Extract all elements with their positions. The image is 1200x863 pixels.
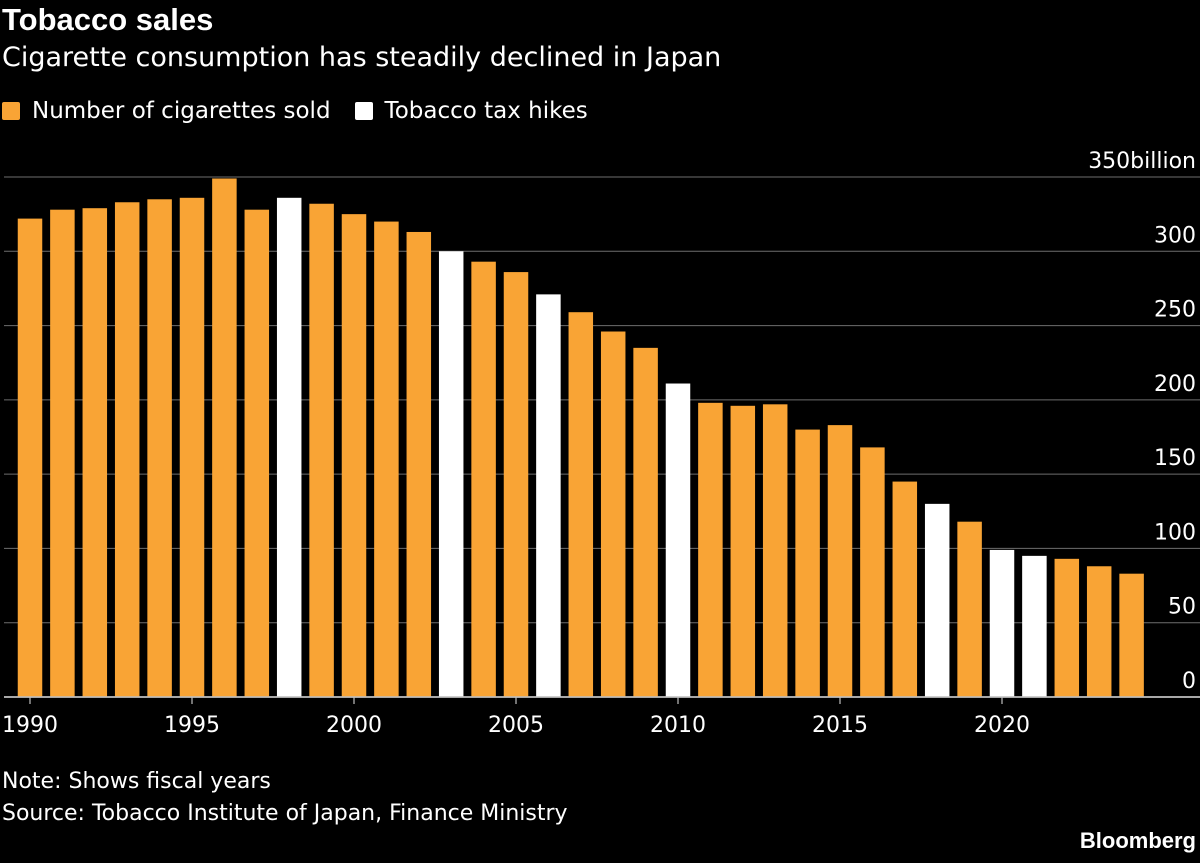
bar-cigarettes-sold-2017 <box>892 481 918 697</box>
bar-cigarettes-sold-1991 <box>50 209 75 697</box>
bar-cigarettes-sold-2009 <box>633 347 658 697</box>
bar-tax-hike-2003 <box>438 251 464 697</box>
x-tick-label: 2015 <box>812 713 868 738</box>
bar-cigarettes-sold-2005 <box>503 272 529 697</box>
bar-cigarettes-sold-2015 <box>827 425 853 697</box>
x-tick-label: 1990 <box>2 713 58 738</box>
y-tick-label: 350billion <box>1088 149 1196 174</box>
bar-cigarettes-sold-2011 <box>698 402 723 697</box>
bar-cigarettes-sold-1995 <box>179 197 205 698</box>
bar-chart: 0 50 100 150 200 250 300 350billion 1990 1995 2000… <box>2 149 1200 738</box>
legend-label-tax-hikes: Tobacco tax hikes <box>384 98 588 124</box>
chart-title: Tobacco sales <box>2 2 214 37</box>
bar-cigarettes-sold-2022 <box>1054 558 1080 697</box>
y-tick-label: 100 <box>1154 520 1196 545</box>
x-tick-label: 1995 <box>164 713 220 738</box>
bar-tax-hike-2018 <box>924 503 950 697</box>
bloomberg-logo: Bloomberg <box>1079 828 1196 853</box>
bar-cigarettes-sold-2001 <box>374 221 399 698</box>
bar-cigarettes-sold-1996 <box>212 178 237 697</box>
chart-source: Source: Tobacco Institute of Japan, Fina… <box>2 801 568 826</box>
bar-cigarettes-sold-1999 <box>309 203 334 697</box>
y-tick-label: 50 <box>1168 595 1196 620</box>
bar-cigarettes-sold-2019 <box>957 521 982 697</box>
legend-item-cigarettes-sold: Number of cigarettes sold <box>2 98 331 124</box>
x-tick-label: 2010 <box>650 713 706 738</box>
bar-cigarettes-sold-1994 <box>147 199 172 697</box>
bar-cigarettes-sold-2013 <box>762 404 788 697</box>
y-tick-label: 150 <box>1154 446 1196 471</box>
bar-tax-hike-2020 <box>989 549 1015 697</box>
bar-cigarettes-sold-2000 <box>341 214 367 697</box>
bar-tax-hike-2010 <box>665 383 691 697</box>
chart-note: Note: Shows fiscal years <box>2 769 271 794</box>
y-tick-label: 250 <box>1154 298 1196 323</box>
bar-tax-hike-2006 <box>536 294 561 697</box>
y-tick-label: 0 <box>1182 669 1196 694</box>
bar-cigarettes-sold-2023 <box>1086 566 1112 697</box>
bar-cigarettes-sold-1993 <box>114 202 140 697</box>
bar-cigarettes-sold-2004 <box>471 261 496 697</box>
x-tick-label: 2020 <box>974 713 1030 738</box>
bar-cigarettes-sold-1992 <box>82 208 108 697</box>
y-tick-label: 200 <box>1154 372 1196 397</box>
legend-label-cigarettes-sold: Number of cigarettes sold <box>32 98 331 124</box>
bar-tax-hike-1998 <box>276 197 302 698</box>
chart-subtitle: Cigarette consumption has steadily decli… <box>2 42 722 73</box>
bar-cigarettes-sold-2007 <box>568 312 594 697</box>
bar-cigarettes-sold-2014 <box>795 429 820 697</box>
bar-cigarettes-sold-2012 <box>730 405 756 697</box>
legend-swatch-cigarettes-sold <box>2 102 20 120</box>
legend-swatch-tax-hikes <box>354 102 373 120</box>
legend-item-tax-hikes: Tobacco tax hikes <box>354 98 588 124</box>
bar-cigarettes-sold-2002 <box>406 231 432 697</box>
y-tick-label: 300 <box>1154 223 1196 248</box>
bar-cigarettes-sold-1990 <box>17 218 43 697</box>
bar-cigarettes-sold-2016 <box>860 447 885 697</box>
chart-legend: Number of cigarettes sold Tobacco tax hi… <box>2 98 612 124</box>
bar-cigarettes-sold-2008 <box>600 331 626 697</box>
x-tick-label: 2005 <box>488 713 544 738</box>
bar-tax-hike-2021 <box>1022 555 1047 697</box>
x-tick-label: 2000 <box>326 713 382 738</box>
bar-cigarettes-sold-2024 <box>1119 573 1144 697</box>
bar-cigarettes-sold-1997 <box>244 209 270 697</box>
